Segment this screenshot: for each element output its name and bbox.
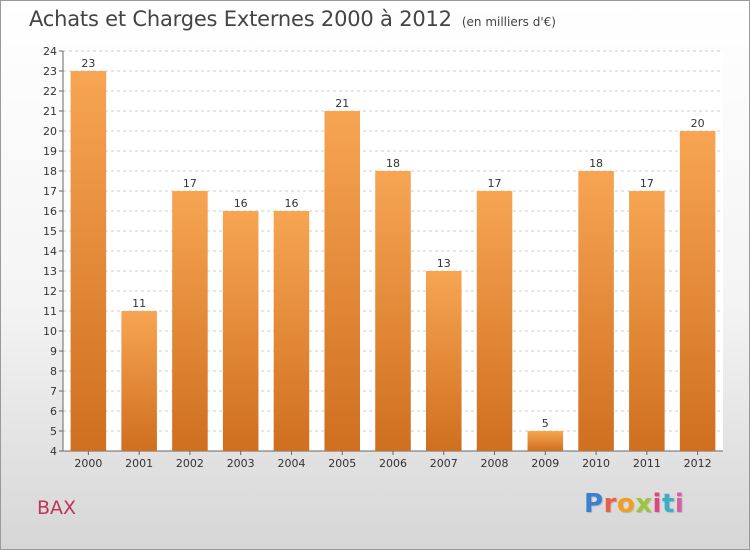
x-tick-label: 2007 xyxy=(430,457,458,470)
bar-value-label: 16 xyxy=(284,197,298,210)
y-tick-label: 13 xyxy=(43,265,57,278)
bar-value-label: 20 xyxy=(691,117,705,130)
bar xyxy=(172,191,208,451)
bar-value-label: 23 xyxy=(81,57,95,70)
x-tick-label: 2009 xyxy=(531,457,559,470)
bar xyxy=(121,311,157,451)
logo-letter: P xyxy=(584,489,604,519)
y-tick-label: 10 xyxy=(43,325,57,338)
y-tick-label: 4 xyxy=(50,445,57,458)
x-tick-label: 2002 xyxy=(176,457,204,470)
chart-title-text: Achats et Charges Externes 2000 à 2012 xyxy=(29,7,452,31)
x-tick-label: 2004 xyxy=(277,457,305,470)
logo-letter: i xyxy=(674,489,685,519)
y-tick-label: 23 xyxy=(43,65,57,78)
y-tick-label: 17 xyxy=(43,185,57,198)
bar-value-label: 17 xyxy=(183,177,197,190)
y-tick-label: 14 xyxy=(43,245,57,258)
y-tick-label: 18 xyxy=(43,165,57,178)
y-tick-label: 20 xyxy=(43,125,57,138)
bar-value-label: 21 xyxy=(335,97,349,110)
logo-letter: t xyxy=(661,489,675,519)
bar xyxy=(629,191,665,451)
bar-value-label: 16 xyxy=(234,197,248,210)
bar xyxy=(426,271,462,451)
logo-letter: i xyxy=(652,489,662,519)
x-tick-label: 2000 xyxy=(74,457,102,470)
y-tick-label: 19 xyxy=(43,145,57,158)
logo-letter: x xyxy=(635,489,653,519)
bar xyxy=(476,191,513,451)
bar xyxy=(273,211,310,451)
logo-letter: r xyxy=(603,489,617,519)
y-tick-label: 21 xyxy=(43,105,57,118)
y-tick-label: 15 xyxy=(43,225,57,238)
x-tick-label: 2003 xyxy=(227,457,255,470)
bar xyxy=(70,71,107,451)
commune-name: BAX xyxy=(37,497,77,519)
chart-title: Achats et Charges Externes 2000 à 2012 (e… xyxy=(29,7,556,31)
bar-value-label: 18 xyxy=(386,157,400,170)
proxiti-logo: Proxiti xyxy=(584,489,684,519)
y-tick-label: 16 xyxy=(43,205,57,218)
bar-value-label: 18 xyxy=(589,157,603,170)
x-tick-label: 2001 xyxy=(125,457,153,470)
bar xyxy=(527,431,564,451)
bar xyxy=(375,171,411,451)
y-tick-label: 11 xyxy=(43,305,57,318)
bar xyxy=(324,111,360,451)
x-tick-label: 2012 xyxy=(684,457,712,470)
bar xyxy=(679,131,716,451)
bar-value-label: 17 xyxy=(488,177,502,190)
y-tick-label: 12 xyxy=(43,285,57,298)
logo-letter: o xyxy=(616,489,636,519)
bar-value-label: 11 xyxy=(132,297,146,310)
bar xyxy=(578,171,614,451)
x-tick-label: 2006 xyxy=(379,457,407,470)
y-tick-label: 24 xyxy=(43,45,57,58)
bar xyxy=(222,211,259,451)
x-tick-label: 2008 xyxy=(481,457,509,470)
x-tick-label: 2011 xyxy=(633,457,661,470)
y-tick-label: 22 xyxy=(43,85,57,98)
y-tick-label: 9 xyxy=(50,345,57,358)
y-tick-label: 8 xyxy=(50,365,57,378)
y-tick-label: 5 xyxy=(50,425,57,438)
bar-value-label: 5 xyxy=(542,417,549,430)
bar-value-label: 13 xyxy=(437,257,451,270)
x-tick-label: 2005 xyxy=(328,457,356,470)
y-tick-label: 7 xyxy=(50,385,57,398)
x-tick-label: 2010 xyxy=(582,457,610,470)
bar-value-label: 17 xyxy=(640,177,654,190)
y-tick-label: 6 xyxy=(50,405,57,418)
chart-subtitle: (en milliers d'€) xyxy=(461,15,556,29)
